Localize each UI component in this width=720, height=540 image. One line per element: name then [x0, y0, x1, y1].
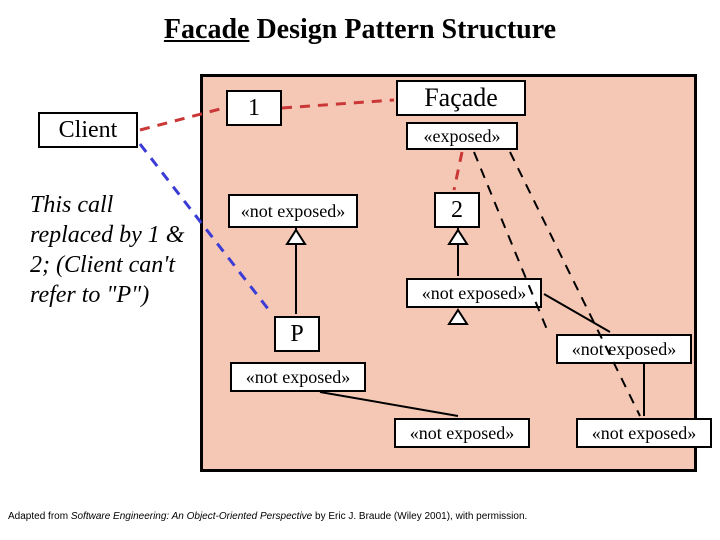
box-two-label: 2: [451, 197, 463, 224]
box-p-label: P: [290, 321, 303, 348]
box-ne-f-label: «not exposed»: [592, 423, 696, 444]
box-facade: Façade: [396, 80, 526, 116]
box-ne-c-label: «not exposed»: [246, 367, 350, 388]
page-title: Facade Design Pattern Structure: [0, 0, 720, 46]
box-ne-d-label: «not exposed»: [572, 339, 676, 360]
box-exposed: «exposed»: [406, 122, 518, 150]
attr-book: Software Engineering: An Object-Oriented…: [71, 511, 312, 522]
box-ne-b-label: «not exposed»: [422, 283, 526, 304]
attr-suffix: by Eric J. Braude (Wiley 2001), with per…: [312, 511, 527, 522]
box-ne-e-label: «not exposed»: [410, 423, 514, 444]
box-not-exposed-d: «not exposed»: [556, 334, 692, 364]
title-part2: Design Pattern Structure: [249, 14, 556, 45]
title-part1: Facade: [164, 14, 250, 45]
box-not-exposed-a: «not exposed»: [228, 194, 358, 228]
box-one-label: 1: [248, 95, 260, 122]
box-exposed-label: «exposed»: [424, 126, 501, 147]
attribution: Adapted from Software Engineering: An Ob…: [8, 511, 527, 522]
box-one: 1: [226, 90, 282, 126]
client-box: Client: [38, 112, 138, 148]
box-ne-a-label: «not exposed»: [241, 201, 345, 222]
box-not-exposed-e: «not exposed»: [394, 418, 530, 448]
note-text: This call replaced by 1 & 2; (Client can…: [30, 190, 200, 310]
box-not-exposed-f: «not exposed»: [576, 418, 712, 448]
box-p: P: [274, 316, 320, 352]
box-not-exposed-b: «not exposed»: [406, 278, 542, 308]
box-two: 2: [434, 192, 480, 228]
client-label: Client: [59, 117, 118, 144]
box-facade-label: Façade: [424, 83, 498, 113]
box-not-exposed-c: «not exposed»: [230, 362, 366, 392]
attr-prefix: Adapted from: [8, 511, 71, 522]
